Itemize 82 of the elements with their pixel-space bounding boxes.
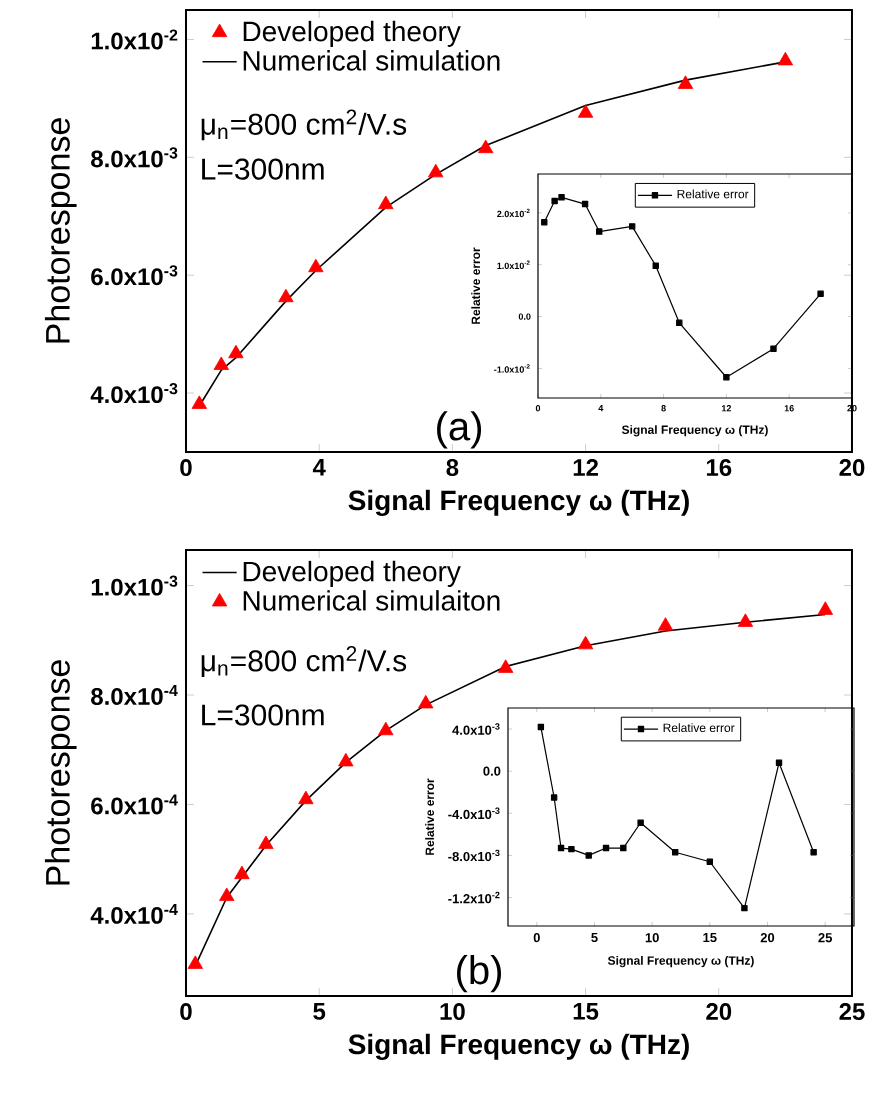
point (737, 613, 754, 627)
point (558, 194, 565, 201)
point (191, 395, 207, 409)
point (258, 835, 274, 849)
legend-label: Numerical simulaiton (243, 590, 500, 611)
x-tick-label: 16 (706, 459, 732, 477)
x-axis-title: Signal Frequency ω (THz) (348, 489, 689, 516)
x-tick-label: 12 (573, 459, 598, 476)
x-tick-label: 20 (706, 1003, 732, 1021)
x-tick-label: 20 (839, 459, 865, 477)
x-axis-title: Signal Frequency ω (THz) (348, 1033, 689, 1060)
point (770, 345, 777, 352)
point (278, 288, 294, 303)
x-tick-label: 0 (180, 459, 192, 477)
x-tick-label: 25 (839, 1003, 865, 1021)
point (418, 694, 434, 709)
point (775, 759, 783, 766)
x-tick-label: 10 (440, 1003, 465, 1021)
annotation: L=300nm (202, 704, 324, 726)
point (213, 356, 229, 370)
annotation: μ$_{n}$=800 cm$^{2}$/V.s (201, 109, 407, 141)
point (706, 858, 714, 865)
point (602, 844, 610, 852)
annotation: (b) (457, 955, 501, 993)
y-tick-label: 4.0x10$^{-4}$ (90, 903, 178, 924)
point (308, 258, 324, 273)
point (596, 228, 603, 235)
point (741, 904, 748, 912)
point (777, 51, 794, 66)
x-tick-label: 0 (180, 1003, 192, 1021)
point (677, 75, 694, 89)
point (810, 849, 817, 856)
y-tick-label: 6.0x10$^{-4}$ (91, 794, 178, 815)
point (478, 139, 494, 154)
point (817, 601, 834, 615)
point (187, 955, 203, 969)
point (550, 794, 558, 801)
point (497, 659, 514, 673)
point (620, 844, 627, 852)
y-tick-label: 1.0x10$^{-3}$ (91, 575, 178, 596)
legend-label: Numerical simulation (243, 50, 500, 71)
point (541, 219, 548, 226)
point (234, 865, 250, 880)
point (568, 845, 575, 853)
x-tick-label: 5 (313, 1003, 326, 1020)
point (378, 721, 394, 736)
point (628, 223, 636, 230)
point (585, 852, 592, 859)
point (817, 290, 824, 297)
legend-label: Developed theory (243, 20, 461, 47)
y-tick-label: 8.0x10$^{-3}$ (91, 147, 178, 168)
annotation: L=300nm (202, 158, 324, 180)
y-axis-title: Photoresponse (44, 660, 77, 885)
point (652, 262, 659, 269)
legend-label: Developed theory (243, 560, 461, 587)
point (676, 319, 683, 326)
y-axis-title: Photoresponse (44, 118, 77, 343)
point (637, 819, 644, 826)
x-tick-label: 8 (446, 459, 459, 477)
point (537, 723, 545, 731)
point (577, 104, 594, 118)
y-tick-label: 4.0x10$^{-3}$ (90, 383, 178, 404)
point (581, 200, 589, 208)
x-tick-label: 4 (312, 459, 326, 476)
point (577, 635, 594, 650)
point (557, 844, 565, 852)
point (657, 617, 674, 631)
y-tick-label: 8.0x10$^{-4}$ (91, 685, 178, 705)
x-tick-label: 15 (573, 1003, 599, 1020)
y-tick-label: 6.0x10$^{-3}$ (91, 265, 178, 286)
annotation: (a) (437, 411, 482, 449)
point (338, 752, 354, 767)
annotation: μ$_{n}$=800 cm$^{2}$/V.s (201, 646, 407, 677)
point (228, 344, 244, 359)
point (723, 374, 730, 381)
point (428, 163, 444, 178)
point (378, 195, 394, 210)
point (298, 790, 314, 805)
point (672, 849, 679, 856)
y-tick-label: 1.0x10$^{-2}$ (91, 29, 178, 50)
point (219, 887, 235, 901)
point (551, 197, 558, 205)
